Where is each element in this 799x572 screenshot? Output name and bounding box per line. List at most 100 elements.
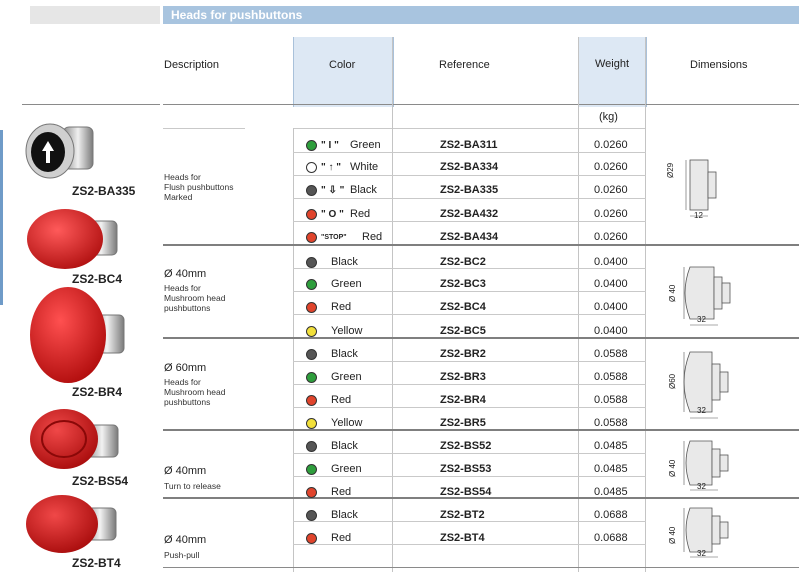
- product-image-mushroom-60: [30, 287, 125, 383]
- color-name: Red: [331, 394, 352, 406]
- reference-code: ZS2-BC5: [440, 325, 486, 337]
- group-size-mushroom-40: Ø 40mm: [164, 268, 207, 280]
- group-size-mushroom-60: Ø 60mm: [164, 362, 207, 374]
- dimension-drawing-turn-release: [683, 440, 729, 491]
- section-title: Heads for pushbuttons: [171, 8, 303, 22]
- marking-symbol: "STOP": [321, 234, 347, 241]
- color-name: Green: [331, 371, 362, 383]
- group-sep-4: [163, 497, 799, 499]
- weight-value: 0.0260: [594, 139, 628, 151]
- header-dimensions: Dimensions: [690, 59, 748, 71]
- product-label-5: ZS2-BT4: [72, 556, 121, 570]
- color-name: Black: [331, 256, 358, 268]
- color-name: Yellow: [331, 325, 363, 337]
- banner-left-block: [30, 6, 160, 24]
- marking-symbol: " ↑ ": [321, 162, 342, 173]
- color-swatch-icon: [306, 279, 317, 290]
- color-swatch-icon: [306, 510, 317, 521]
- row-rule: [293, 521, 646, 522]
- dim-label-pp-w: 32: [697, 549, 706, 558]
- weight-value: 0.0588: [594, 371, 628, 383]
- group-desc-push-pull: Push-pull: [164, 550, 200, 560]
- weight-value: 0.0260: [594, 231, 628, 243]
- group-sep-1: [163, 244, 799, 246]
- row-rule: [293, 361, 646, 362]
- row-rule: [293, 544, 646, 545]
- row-rule: [293, 175, 646, 176]
- group-desc-mushroom-60: Heads for Mushroom head pushbuttons: [164, 377, 226, 407]
- group-desc-mushroom-40: Heads for Mushroom head pushbuttons: [164, 283, 226, 313]
- color-name: Red: [331, 532, 352, 544]
- color-swatch-icon: [306, 185, 317, 196]
- reference-code: ZS2-BA432: [440, 208, 499, 220]
- color-name: Red: [350, 208, 371, 220]
- dim-label-tr-d: Ø 40: [668, 459, 677, 477]
- reference-code: ZS2-BA334: [440, 161, 499, 173]
- color-swatch-icon: [306, 349, 317, 360]
- product-label-2: ZS2-BC4: [72, 272, 123, 286]
- color-name: Black: [331, 440, 358, 452]
- dim-label-m60-d: Ø60: [668, 373, 677, 389]
- reference-code: ZS2-BS53: [440, 463, 492, 475]
- color-swatch-icon: [306, 533, 317, 544]
- reference-code: ZS2-BC2: [440, 256, 486, 268]
- header-weight: Weight: [595, 58, 630, 70]
- product-label-1: ZS2-BA335: [72, 184, 136, 198]
- color-swatch-icon: [306, 140, 317, 151]
- header-reference: Reference: [439, 59, 490, 71]
- header-rule: [163, 104, 799, 105]
- row-rule: [293, 384, 646, 385]
- product-image-flush-button: [25, 123, 94, 179]
- dim-label-m60-w: 32: [697, 406, 706, 415]
- marking-symbol: " ⇩ ": [321, 185, 345, 196]
- color-swatch-icon: [306, 257, 317, 268]
- col-sep-color: [293, 128, 294, 572]
- row-rule: [293, 291, 646, 292]
- color-swatch-icon: [306, 441, 317, 452]
- dim-label-m40-d: Ø 40: [668, 284, 677, 302]
- row-rule: [293, 407, 646, 408]
- dimension-drawing-push-pull: [683, 507, 729, 558]
- reference-code: ZS2-BR3: [440, 371, 486, 383]
- color-column-header-shade: [293, 37, 394, 107]
- color-name: Yellow: [331, 417, 363, 429]
- product-image-turn-release: [30, 409, 119, 469]
- color-swatch-icon: [306, 418, 317, 429]
- dim-label-flush-d: Ø29: [666, 162, 675, 178]
- weight-column-header-shade: [578, 37, 647, 107]
- color-swatch-icon: [306, 372, 317, 383]
- product-image-push-pull: [26, 495, 117, 553]
- dim-label-flush-w: 12: [694, 211, 703, 220]
- group-sep-3: [163, 429, 799, 431]
- weight-value: 0.0688: [594, 509, 628, 521]
- weight-value: 0.0400: [594, 325, 628, 337]
- weight-value: 0.0485: [594, 463, 628, 475]
- marking-symbol: " O ": [321, 209, 344, 220]
- group-size-turn-release: Ø 40mm: [164, 465, 207, 477]
- weight-value: 0.0688: [594, 532, 628, 544]
- color-name: Black: [331, 348, 358, 360]
- weight-value: 0.0588: [594, 417, 628, 429]
- group-sep-2: [163, 337, 799, 339]
- dimension-drawing-flush: [685, 159, 717, 217]
- color-name: Black: [350, 184, 377, 196]
- dimension-drawing-mushroom-40: [683, 266, 731, 326]
- side-accent-bar: [0, 130, 3, 305]
- color-swatch-icon: [306, 162, 317, 173]
- row-rule: [293, 198, 646, 199]
- reference-code: ZS2-BC3: [440, 278, 486, 290]
- color-name: Black: [331, 509, 358, 521]
- marking-symbol: " I ": [321, 140, 339, 151]
- group-desc-turn-release: Turn to release: [164, 481, 221, 491]
- reference-code: ZS2-BC4: [440, 301, 486, 313]
- product-label-3: ZS2-BR4: [72, 385, 123, 399]
- dimension-drawing-mushroom-60: [683, 351, 729, 419]
- group-desc-flush: Heads for Flush pushbuttons Marked: [164, 172, 234, 202]
- color-swatch-icon: [306, 395, 317, 406]
- product-label-4: ZS2-BS54: [72, 474, 129, 488]
- color-swatch-icon: [306, 326, 317, 337]
- header-rule-left: [22, 104, 160, 105]
- weight-value: 0.0260: [594, 208, 628, 220]
- group-sep-5: [163, 567, 799, 568]
- col-sep-ref: [392, 37, 393, 572]
